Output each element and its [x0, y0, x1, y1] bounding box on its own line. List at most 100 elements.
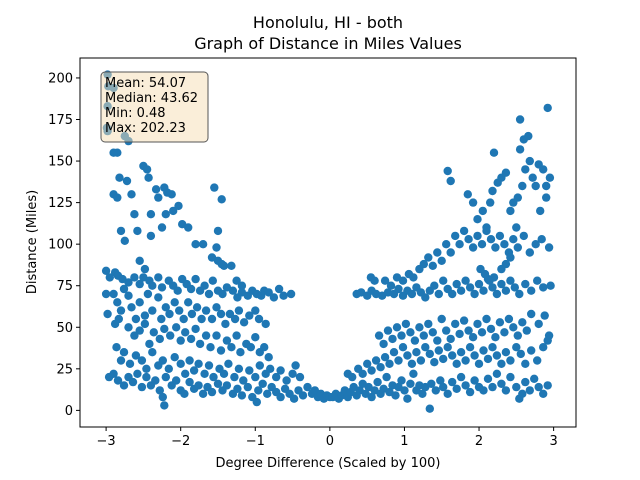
- data-point: [521, 279, 530, 289]
- data-point: [443, 343, 452, 352]
- data-point: [515, 289, 524, 299]
- data-point: [158, 392, 167, 402]
- data-point: [488, 186, 497, 196]
- x-tick-label: −3: [97, 434, 116, 449]
- data-point: [459, 316, 469, 325]
- data-point: [269, 293, 279, 302]
- data-point: [109, 148, 118, 157]
- data-point: [513, 243, 522, 252]
- data-point: [433, 248, 442, 257]
- data-point: [418, 389, 427, 398]
- data-point: [194, 381, 203, 390]
- data-point: [509, 323, 518, 332]
- data-point: [146, 231, 156, 241]
- data-point: [161, 372, 170, 382]
- data-point: [456, 348, 466, 357]
- data-point: [448, 377, 457, 387]
- data-point: [219, 261, 229, 270]
- data-point: [506, 276, 515, 285]
- data-point: [407, 289, 417, 299]
- data-point: [149, 328, 158, 337]
- data-point: [536, 206, 545, 216]
- data-point: [295, 372, 305, 382]
- data-point: [155, 334, 164, 344]
- data-point: [119, 284, 129, 294]
- data-point: [232, 276, 241, 285]
- data-point: [478, 206, 487, 216]
- data-point: [291, 361, 300, 370]
- data-point: [169, 206, 178, 216]
- data-point: [525, 386, 534, 395]
- data-point: [224, 359, 233, 368]
- data-point: [476, 264, 485, 274]
- data-point: [251, 333, 260, 342]
- data-point: [398, 343, 408, 352]
- data-point: [464, 235, 473, 244]
- data-point: [544, 243, 554, 252]
- data-point: [436, 376, 445, 385]
- data-point: [252, 397, 261, 407]
- y-tick-label: 200: [48, 71, 73, 86]
- data-point: [513, 193, 522, 202]
- data-point: [225, 309, 235, 319]
- data-point: [448, 351, 457, 360]
- y-tick-label: 125: [48, 196, 73, 211]
- data-point: [488, 283, 497, 292]
- data-point: [465, 387, 475, 397]
- data-point: [186, 334, 196, 344]
- data-point: [461, 276, 470, 285]
- data-point: [448, 289, 457, 299]
- data-point: [264, 288, 273, 297]
- data-point: [468, 333, 478, 342]
- data-point: [148, 281, 157, 290]
- data-point: [232, 331, 241, 340]
- data-point: [455, 240, 464, 249]
- y-tick-label: 150: [48, 155, 73, 170]
- data-point: [392, 323, 402, 332]
- data-point: [386, 281, 396, 290]
- data-point: [363, 359, 372, 368]
- data-point: [120, 236, 129, 245]
- data-point: [245, 311, 254, 320]
- data-point: [216, 309, 226, 319]
- plot-frame: [79, 57, 577, 428]
- data-point: [521, 359, 530, 368]
- data-point: [506, 206, 515, 216]
- data-point: [154, 293, 163, 302]
- data-point: [442, 240, 451, 249]
- data-point: [155, 386, 164, 395]
- data-point: [116, 356, 126, 365]
- stats-mean: Mean: 54.07: [105, 76, 186, 91]
- data-point: [510, 283, 519, 292]
- data-point: [258, 379, 267, 388]
- data-point: [135, 256, 144, 265]
- data-point: [439, 354, 448, 364]
- data-point: [137, 382, 147, 392]
- data-point: [276, 392, 285, 402]
- data-point: [428, 261, 437, 270]
- data-point: [452, 384, 461, 393]
- data-point: [446, 334, 455, 344]
- data-point: [198, 240, 208, 249]
- x-axis-label: Degree Difference (Scaled by 100): [216, 456, 441, 471]
- data-point: [176, 359, 185, 368]
- data-point: [419, 331, 428, 340]
- data-point: [254, 314, 264, 324]
- data-point: [497, 359, 506, 368]
- stats-min: Min: 0.48: [105, 106, 166, 121]
- data-point: [243, 382, 252, 392]
- data-point: [546, 281, 555, 290]
- data-point: [165, 309, 174, 319]
- data-point: [261, 319, 270, 329]
- data-point: [409, 273, 418, 282]
- data-point: [200, 281, 209, 290]
- data-point: [491, 333, 500, 342]
- data-point: [216, 346, 226, 355]
- data-point: [184, 298, 193, 307]
- data-point: [228, 286, 238, 295]
- stats-box-background: [100, 71, 209, 143]
- data-point: [130, 273, 139, 282]
- data-point: [506, 253, 515, 262]
- data-point: [135, 279, 144, 289]
